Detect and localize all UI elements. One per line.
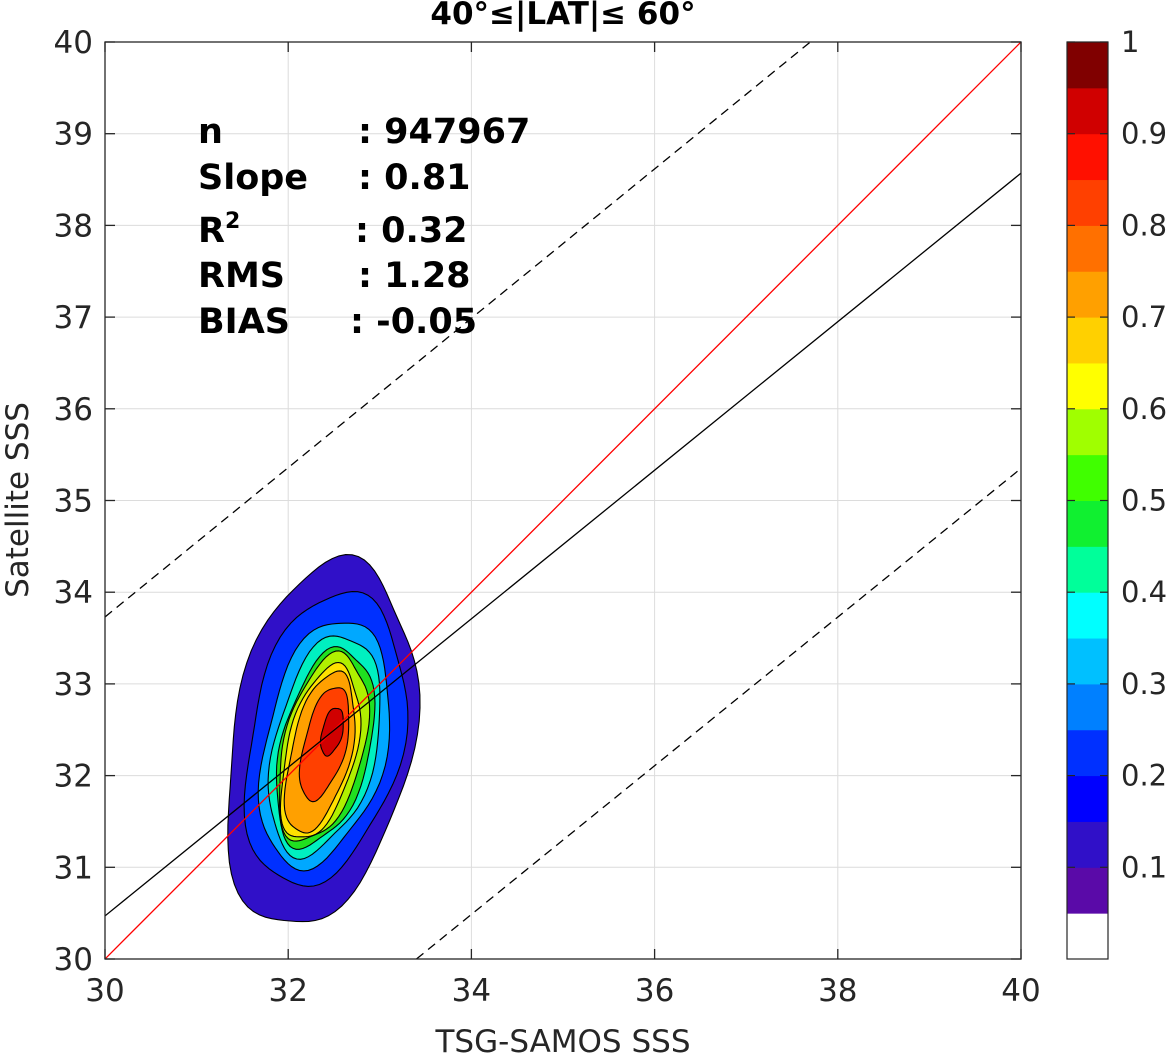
stat-value: : 0.81 <box>358 158 471 198</box>
stat-label: Slope <box>198 158 308 198</box>
y-tick-label: 38 <box>54 208 93 244</box>
colorbar-segment <box>1067 867 1108 914</box>
y-tick-label: 33 <box>54 667 93 703</box>
x-tick-label: 40 <box>1001 973 1040 1009</box>
x-tick-label: 38 <box>818 973 857 1009</box>
y-tick-label: 35 <box>54 484 93 520</box>
x-axis-label: TSG-SAMOS SSS <box>435 1024 691 1055</box>
colorbar-segment <box>1067 225 1108 272</box>
chart-title: 40°≤|LAT|≤ 60° <box>430 0 695 32</box>
y-axis-label: Satellite SSS <box>0 402 36 598</box>
colorbar-tick-label: 0.9 <box>1121 117 1167 151</box>
colorbar-segment <box>1067 271 1108 318</box>
lower-bound-line <box>416 467 1021 959</box>
statistics-box: n : 947967 Slope : 0.81 R 2 : 0.32 RMS : 1.28 BIA… <box>198 112 530 342</box>
colorbar-tick-label: 0.1 <box>1121 850 1167 884</box>
colorbar-segment <box>1067 546 1108 593</box>
colorbar-tick-label: 0.7 <box>1121 300 1167 334</box>
plot-area: 30 32 34 36 38 40 30 31 32 33 34 35 36 37 38 39 40 <box>54 25 1041 1009</box>
colorbar-segment <box>1067 87 1108 135</box>
upper-bound-line <box>105 42 811 618</box>
colorbar-tick-label: 1 <box>1121 25 1139 59</box>
colorbar-segment <box>1067 592 1108 639</box>
stat-label: RMS <box>198 256 285 296</box>
colorbar-segment <box>1067 775 1108 822</box>
regression-line <box>105 172 1021 917</box>
colorbar-segment <box>1067 179 1108 226</box>
colorbar-segment <box>1067 638 1108 685</box>
y-tick-label: 34 <box>54 575 93 611</box>
colorbar-segment <box>1067 362 1108 410</box>
colorbar-segment <box>1067 133 1108 181</box>
y-tick-label: 31 <box>54 850 93 886</box>
colorbar-tick-label: 0.4 <box>1121 575 1167 609</box>
density-contours <box>227 554 421 923</box>
y-tick-label: 40 <box>54 25 93 61</box>
y-tick-label: 37 <box>54 300 93 336</box>
colorbar-segment <box>1067 408 1108 456</box>
axes: 30 32 34 36 38 40 30 31 32 33 34 35 36 37 38 39 40 <box>54 25 1041 1009</box>
colorbar: 0.1 0.2 0.3 0.4 0.5 0.6 0.7 0.8 0.9 1 <box>1066 25 1167 960</box>
colorbar-segment <box>1067 683 1108 731</box>
x-tick-label: 32 <box>268 973 307 1009</box>
y-tick-label: 30 <box>54 942 93 978</box>
colorbar-segment <box>1067 317 1108 364</box>
y-tick-label: 39 <box>54 117 93 153</box>
colorbar-segment <box>1067 913 1108 960</box>
stat-label: n <box>198 112 223 152</box>
stat-value: : 947967 <box>358 112 530 152</box>
colorbar-segment <box>1067 729 1108 777</box>
y-tick-label: 32 <box>54 759 93 795</box>
stat-value: : -0.05 <box>350 302 477 342</box>
one-to-one-line <box>105 42 1021 959</box>
stat-superscript: 2 <box>225 209 240 234</box>
colorbar-tick-label: 0.5 <box>1121 484 1167 518</box>
stat-value: : 1.28 <box>358 256 471 296</box>
colorbar-segment <box>1067 500 1108 547</box>
reference-lines <box>105 42 1021 959</box>
colorbar-tick-label: 0.2 <box>1121 759 1167 793</box>
colorbar-segment <box>1067 821 1108 868</box>
y-tick-label: 36 <box>54 392 93 428</box>
x-tick-label: 30 <box>85 973 124 1009</box>
stat-label: BIAS <box>198 302 290 342</box>
stat-value: : 0.32 <box>355 211 468 251</box>
colorbar-tick-label: 0.3 <box>1121 667 1167 701</box>
x-tick-label: 36 <box>635 973 674 1009</box>
colorbar-segment <box>1067 42 1108 89</box>
colorbar-tick-label: 0.6 <box>1121 392 1167 426</box>
colorbar-segment <box>1067 454 1108 501</box>
x-tick-label: 34 <box>452 973 491 1009</box>
stat-label: R <box>198 211 225 251</box>
colorbar-tick-label: 0.8 <box>1121 208 1167 242</box>
